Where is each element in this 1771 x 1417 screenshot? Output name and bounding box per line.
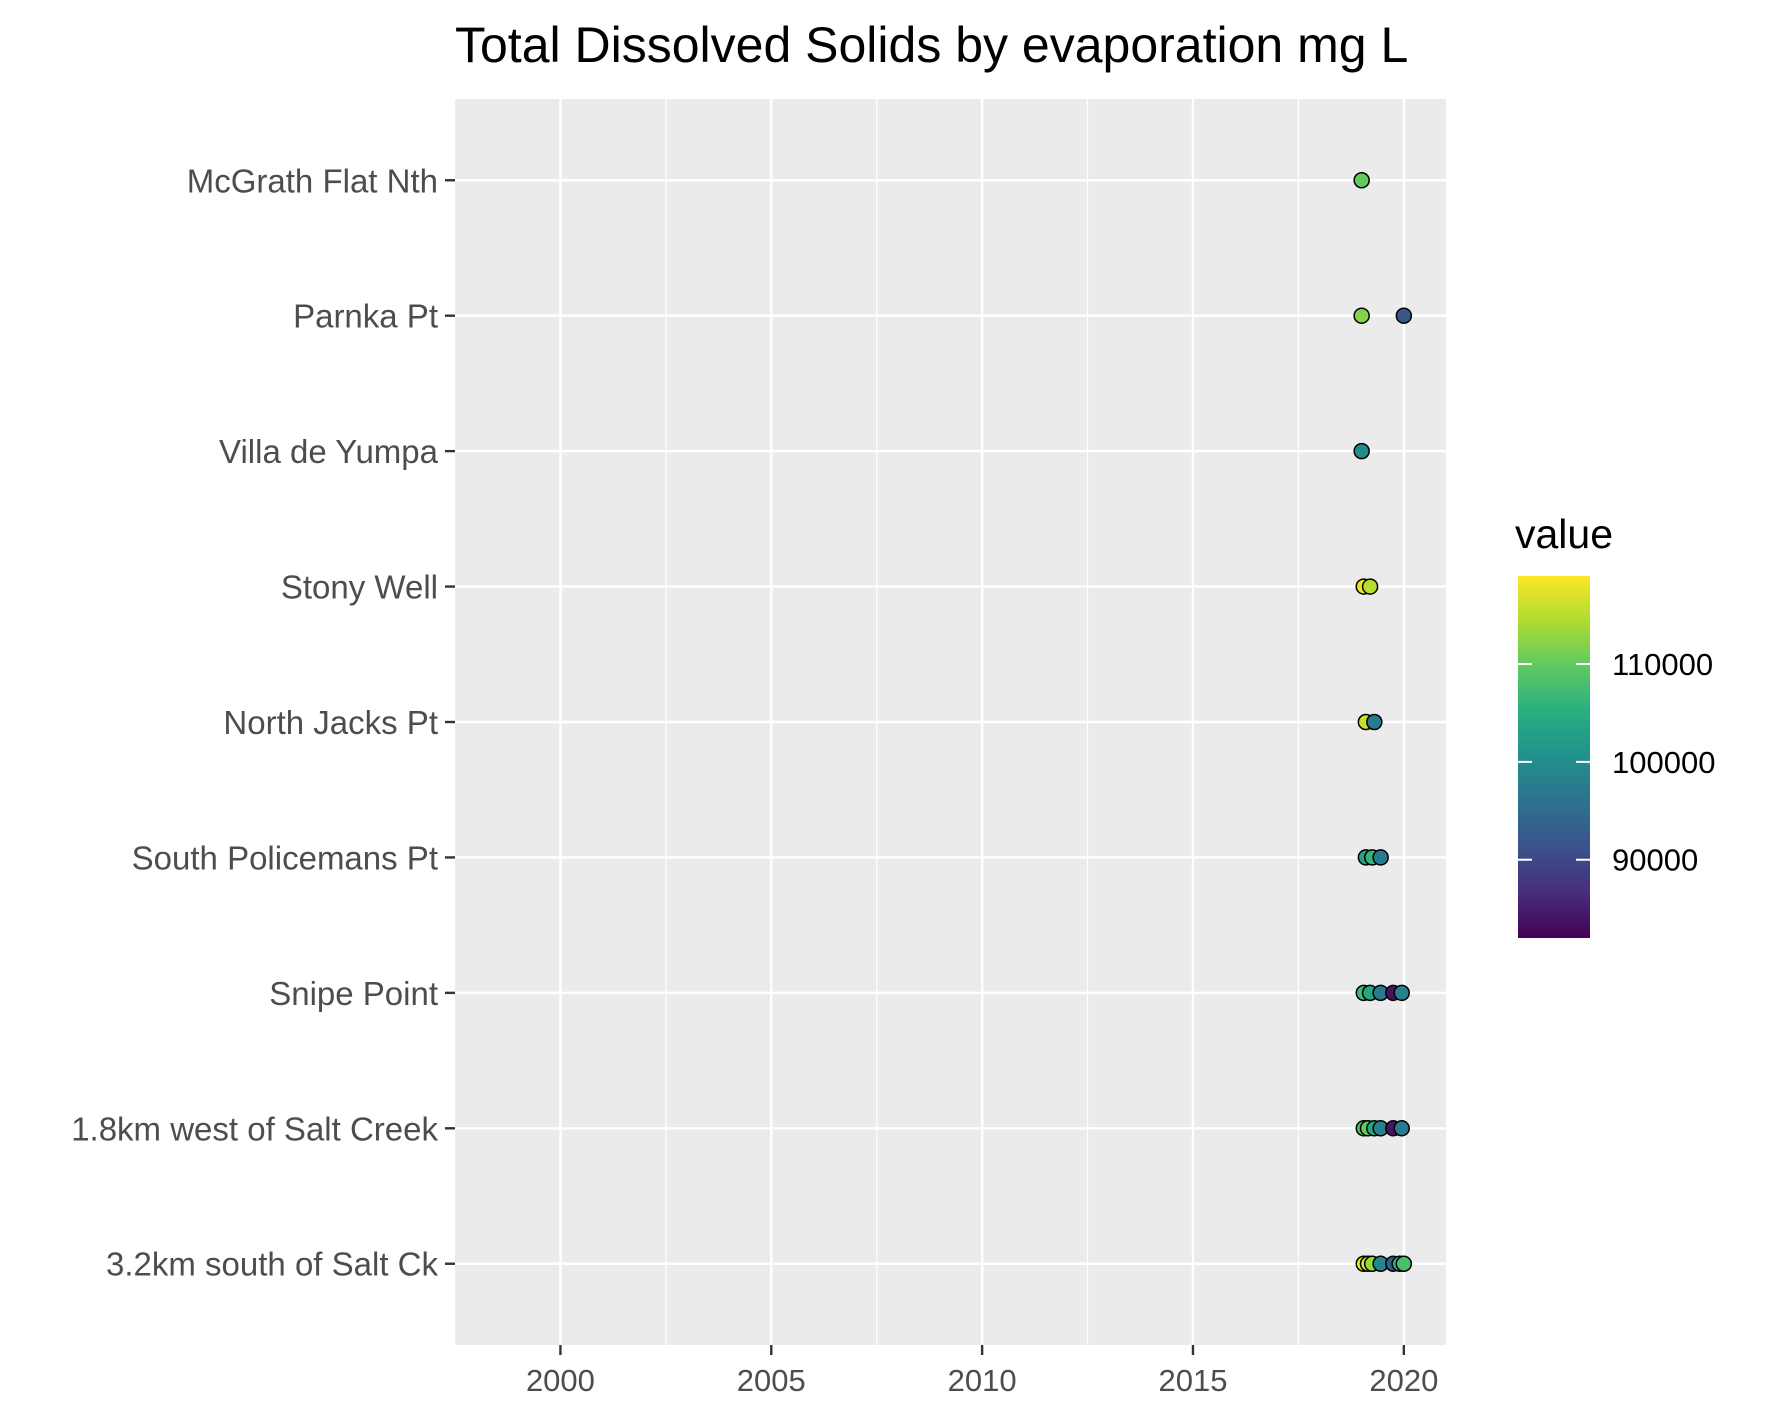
data-point bbox=[1353, 442, 1370, 460]
y-tick-label: South Policemans Pt bbox=[132, 839, 438, 876]
x-tick-label: 2015 bbox=[1158, 1363, 1227, 1398]
data-point bbox=[1372, 849, 1389, 866]
points-layer bbox=[1353, 172, 1413, 1272]
legend-tick-label: 100000 bbox=[1612, 745, 1715, 780]
y-tick-label: 3.2km south of Salt Ck bbox=[106, 1246, 438, 1283]
x-tick-label: 2000 bbox=[526, 1363, 595, 1398]
data-point bbox=[1395, 1255, 1413, 1272]
data-point bbox=[1393, 1120, 1410, 1137]
data-point bbox=[1395, 307, 1413, 324]
legend-tick-label: 90000 bbox=[1612, 843, 1698, 878]
y-tick-label: 1.8km west of Salt Creek bbox=[71, 1110, 438, 1147]
legend-colorbar bbox=[1518, 576, 1590, 938]
y-tick-label: Stony Well bbox=[281, 569, 438, 606]
x-tick-label: 2010 bbox=[948, 1363, 1017, 1398]
data-point bbox=[1353, 307, 1370, 324]
y-tick-label: McGrath Flat Nth bbox=[187, 162, 438, 199]
data-point bbox=[1361, 578, 1379, 595]
x-tick-label: 2020 bbox=[1369, 1363, 1438, 1398]
x-tick-label: 2005 bbox=[737, 1363, 806, 1398]
data-point bbox=[1393, 984, 1410, 1002]
y-tick-label: Villa de Yumpa bbox=[219, 433, 439, 470]
y-tick-label: North Jacks Pt bbox=[223, 704, 438, 741]
legend: value 90000 100000 110000 bbox=[1515, 511, 1715, 938]
y-axis: 3.2km south of Salt Ck 1.8km west of Salt… bbox=[71, 162, 455, 1283]
data-point bbox=[1353, 172, 1370, 189]
legend-tick-label: 110000 bbox=[1612, 647, 1713, 682]
legend-ticks: 90000 100000 110000 bbox=[1518, 647, 1715, 878]
chart-title: Total Dissolved Solids by evaporation mg… bbox=[455, 17, 1408, 73]
y-tick-label: Parnka Pt bbox=[293, 298, 438, 335]
grid-layer bbox=[455, 99, 1446, 1345]
legend-title: value bbox=[1515, 511, 1613, 557]
y-tick-label: Snipe Point bbox=[269, 975, 438, 1012]
data-point bbox=[1366, 713, 1383, 731]
x-axis: 2000 2005 2010 2015 2020 bbox=[526, 1345, 1438, 1398]
